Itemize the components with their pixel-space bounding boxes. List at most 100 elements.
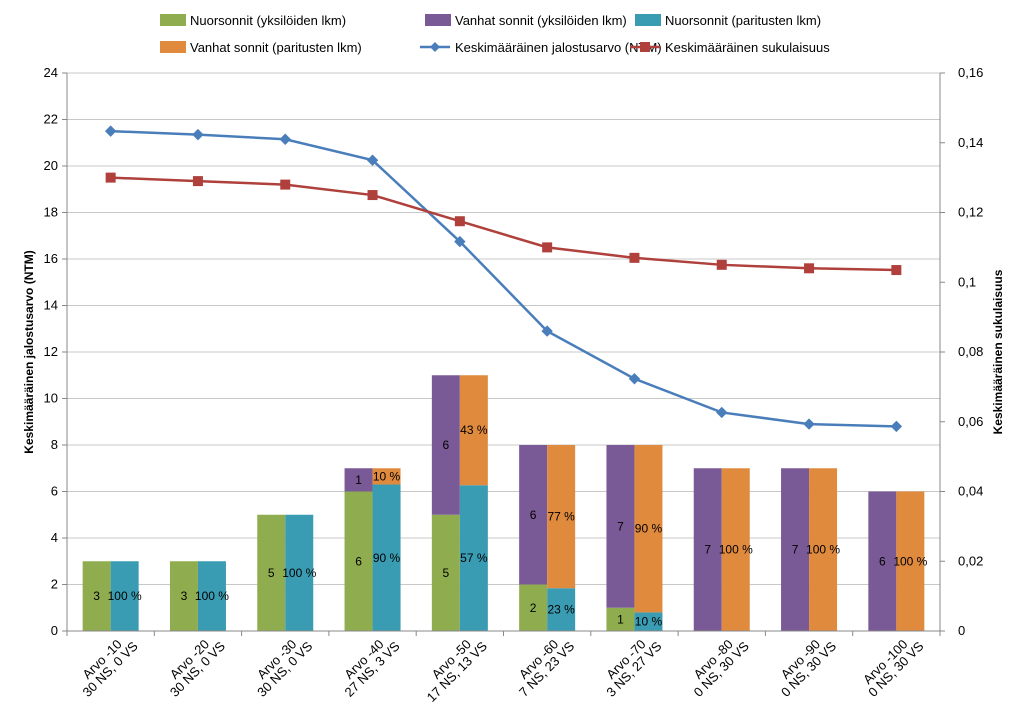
bar bbox=[431, 514, 460, 631]
line-point bbox=[454, 216, 465, 227]
legend-label: Nuorsonnit (yksilöiden lkm) bbox=[190, 13, 346, 28]
data-label: 100 % bbox=[195, 589, 229, 603]
bar bbox=[169, 561, 198, 631]
data-label: 100 % bbox=[719, 543, 753, 557]
data-label: 6 bbox=[355, 554, 362, 568]
bar bbox=[634, 445, 663, 613]
line-point bbox=[890, 420, 903, 433]
bar bbox=[896, 491, 925, 631]
line-point bbox=[367, 190, 378, 201]
data-label: 57 % bbox=[460, 551, 488, 565]
legend-label: Keskimääräinen sukulaisuus bbox=[665, 40, 830, 55]
bar bbox=[868, 491, 897, 631]
line-point bbox=[891, 265, 902, 276]
legend-marker bbox=[430, 42, 440, 52]
bar bbox=[197, 561, 226, 631]
data-label: 7 bbox=[792, 543, 799, 557]
data-label: 6 bbox=[879, 554, 886, 568]
data-label: 10 % bbox=[373, 469, 401, 483]
bar bbox=[519, 445, 548, 585]
data-label: 77 % bbox=[547, 510, 575, 524]
bar bbox=[519, 584, 548, 631]
y-left-tick-label: 0 bbox=[51, 623, 58, 638]
series-line bbox=[110, 129, 897, 428]
legend-swatch bbox=[160, 14, 186, 26]
y-left-tick-label: 2 bbox=[51, 577, 58, 592]
data-label: 6 bbox=[530, 508, 537, 522]
line-point bbox=[628, 373, 641, 385]
bar bbox=[257, 514, 286, 631]
data-label: 5 bbox=[443, 566, 450, 580]
data-label: 100 % bbox=[108, 589, 142, 603]
bar bbox=[344, 491, 373, 631]
data-label: 6 bbox=[443, 438, 450, 452]
legend-label: Vanhat sonnit (paritusten lkm) bbox=[190, 40, 362, 55]
y-right-tick-label: 0,12 bbox=[958, 205, 983, 220]
bar bbox=[459, 375, 488, 486]
data-label: 100 % bbox=[282, 566, 316, 580]
bar bbox=[721, 468, 750, 631]
data-label: 100 % bbox=[893, 554, 927, 568]
y-left-tick-label: 22 bbox=[44, 112, 58, 127]
bar bbox=[344, 468, 373, 492]
y-left-tick-label: 18 bbox=[44, 205, 58, 220]
y-right-tick-label: 0,08 bbox=[958, 344, 983, 359]
legend-label: Nuorsonnit (paritusten lkm) bbox=[665, 13, 821, 28]
data-label: 43 % bbox=[460, 423, 488, 437]
legend-label: Keskimääräinen jalostusarvo (NTM) bbox=[455, 40, 662, 55]
y-left-tick-label: 12 bbox=[44, 344, 58, 359]
data-label: 23 % bbox=[547, 603, 575, 617]
bar bbox=[634, 612, 663, 631]
y-left-tick-label: 8 bbox=[51, 437, 58, 452]
y-left-tick-label: 20 bbox=[44, 158, 58, 173]
bar bbox=[781, 468, 810, 631]
y-axis-left-title: Keskimääräinen jalostusarvo (NTM) bbox=[22, 250, 36, 453]
bar bbox=[606, 445, 635, 608]
y-left-tick-label: 24 bbox=[44, 65, 58, 80]
bar bbox=[372, 468, 401, 485]
y-right-tick-label: 0,14 bbox=[958, 135, 983, 150]
line-point bbox=[541, 325, 553, 337]
y-left-tick-label: 16 bbox=[44, 251, 58, 266]
bar bbox=[809, 468, 838, 631]
data-label: 2 bbox=[530, 601, 537, 615]
line-point bbox=[716, 259, 727, 270]
data-label: 3 bbox=[181, 589, 188, 603]
legend-marker bbox=[640, 42, 650, 52]
bar bbox=[547, 445, 576, 589]
data-label: 1 bbox=[355, 473, 362, 487]
legend-swatch bbox=[160, 41, 186, 53]
line-point bbox=[629, 252, 640, 263]
line-point bbox=[192, 176, 203, 187]
data-label: 10 % bbox=[635, 615, 663, 629]
legend: Nuorsonnit (yksilöiden lkm) Vanhat sonnit… bbox=[160, 13, 830, 55]
gridlines bbox=[67, 72, 940, 585]
line-point bbox=[280, 179, 291, 190]
y-left-tick-label: 14 bbox=[44, 298, 58, 313]
line-point bbox=[366, 154, 379, 166]
legend-label: Vanhat sonnit (yksilöiden lkm) bbox=[455, 13, 627, 28]
bar bbox=[285, 514, 314, 631]
data-label: 5 bbox=[268, 566, 275, 580]
y-right-tick-label: 0,04 bbox=[958, 484, 983, 499]
bars: 3 100 % 3 100 % 5 100 % 6 1 90 % 10 % 5 6 57 % 43 % 2 6… bbox=[82, 375, 928, 631]
line-point bbox=[279, 133, 291, 145]
bar bbox=[547, 588, 576, 631]
bar bbox=[431, 375, 460, 515]
data-label: 1 bbox=[617, 612, 624, 626]
data-label: 7 bbox=[617, 519, 624, 533]
series-line bbox=[110, 176, 897, 272]
line-point bbox=[542, 242, 553, 253]
data-label: 7 bbox=[704, 543, 711, 557]
data-label: 3 bbox=[93, 589, 100, 603]
y-right-tick-label: 0,02 bbox=[958, 553, 983, 568]
lines bbox=[104, 125, 903, 433]
bar bbox=[372, 484, 401, 631]
data-label: 90 % bbox=[373, 551, 401, 565]
bar bbox=[693, 468, 722, 631]
bar bbox=[82, 561, 111, 631]
line-point bbox=[192, 128, 204, 141]
line-point bbox=[803, 418, 815, 430]
